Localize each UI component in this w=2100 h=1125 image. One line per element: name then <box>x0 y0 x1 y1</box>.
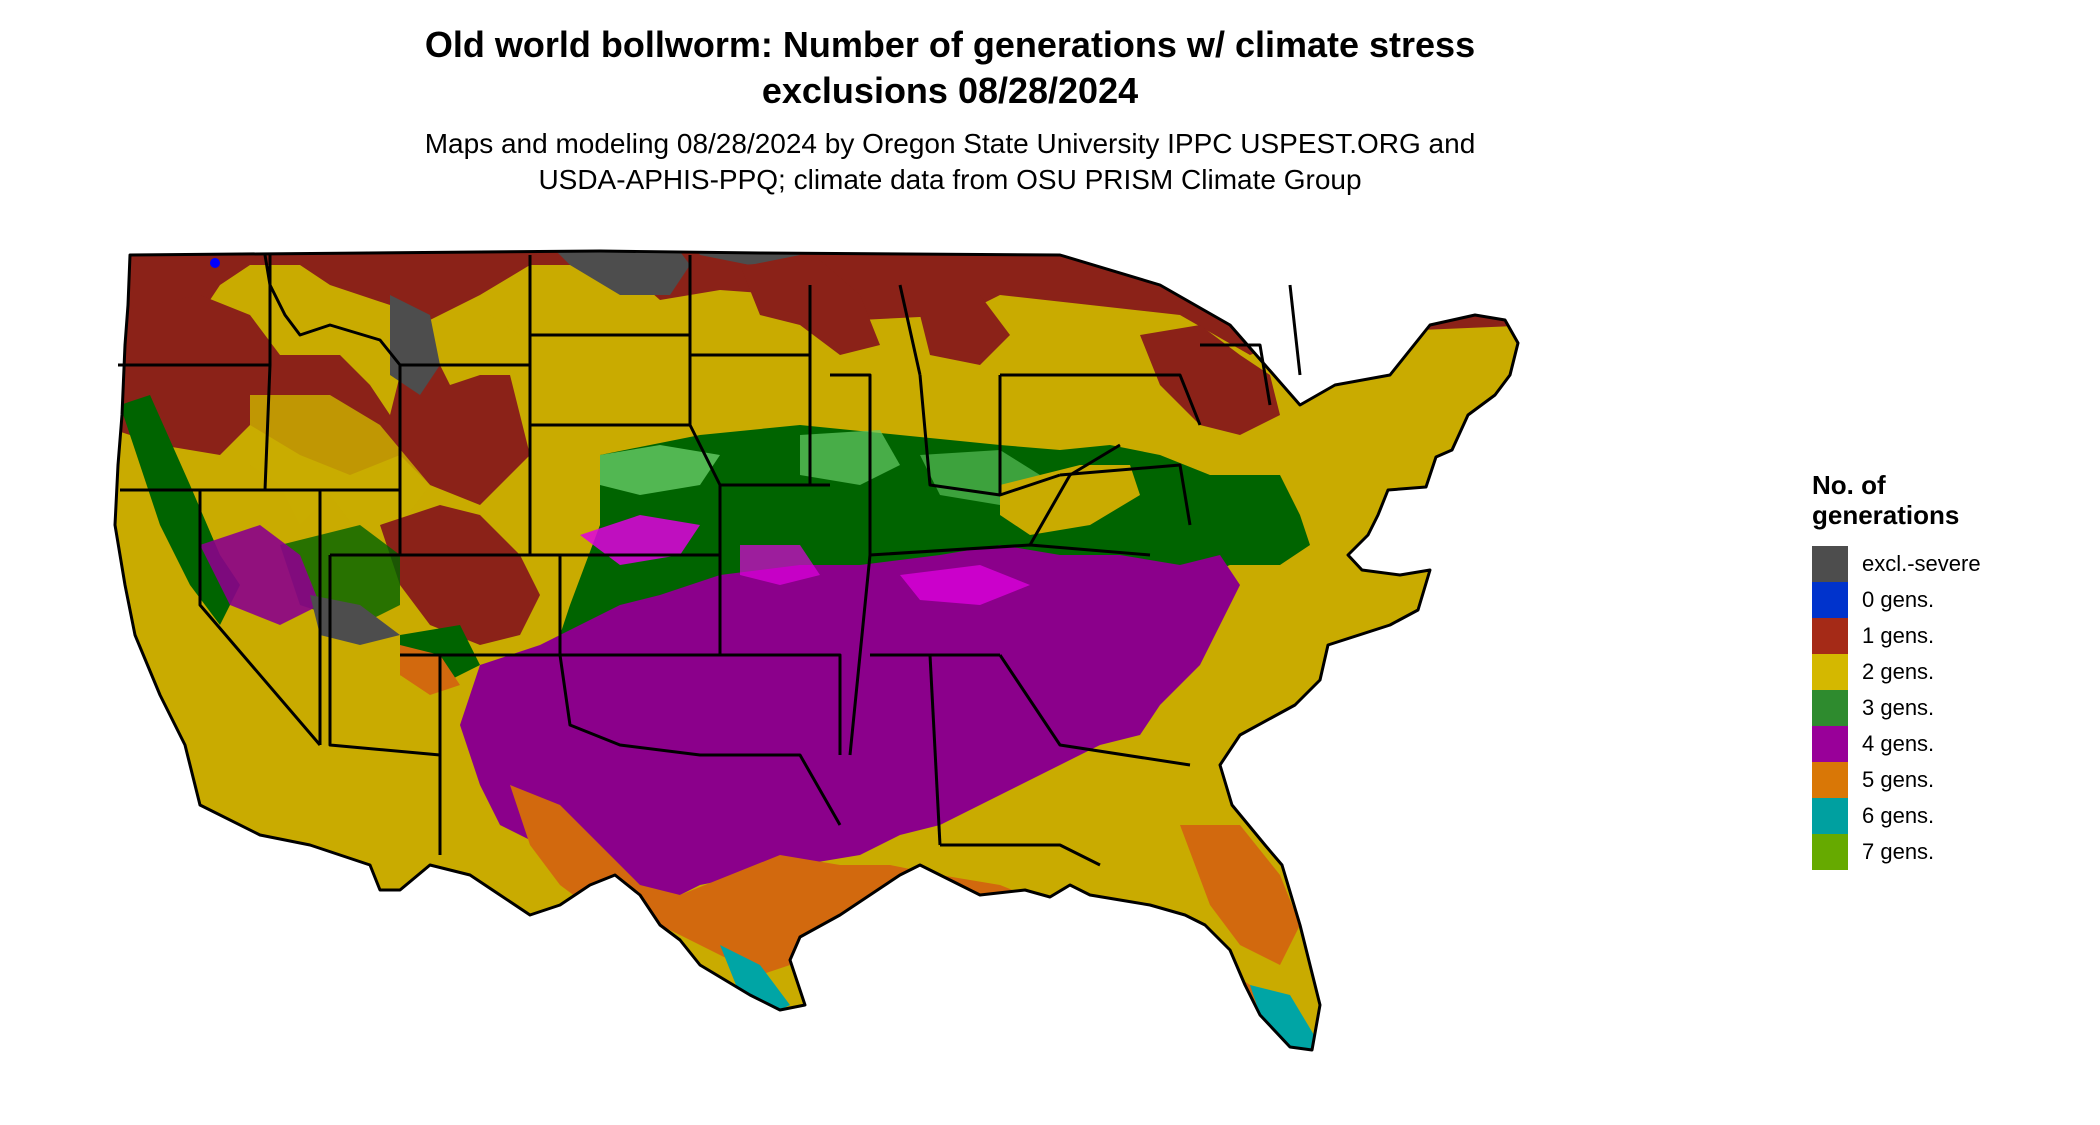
boundary-pa-md <box>1059 463 1192 526</box>
legend-item: 6 gens. <box>1812 798 2072 834</box>
map-header: Old world bollworm: Number of generation… <box>0 22 2100 222</box>
legend-swatch <box>1812 762 1848 798</box>
map-title-line-1: Old world bollworm: Number of generation… <box>424 24 1476 65</box>
zone-1-gen-michigan <box>920 295 1010 365</box>
legend-item: 7 gens. <box>1812 834 2072 870</box>
boundary-in-oh <box>918 374 1001 497</box>
boundary-az-nm <box>328 555 441 757</box>
legend-label: 6 gens. <box>1862 803 1935 828</box>
legend-swatch <box>1812 654 1848 690</box>
generation-zones <box>115 251 1518 1050</box>
boundary-oh-pa <box>998 375 1061 497</box>
legend-label: excl.-severe <box>1862 551 1981 576</box>
legend-swatch <box>1812 834 1848 870</box>
boundary-mi-wi <box>898 284 922 376</box>
zone-3-gens-california <box>120 395 240 625</box>
boundary-ar <box>720 653 842 755</box>
boundary-ms <box>848 554 872 756</box>
legend-swatch <box>1812 618 1848 654</box>
zone-2-gens-idaho <box>430 315 520 385</box>
legend-swatch <box>1812 690 1848 726</box>
boundary-id-or <box>263 364 272 491</box>
map-canvas <box>113 249 1520 1052</box>
boundary-pa-ny <box>1000 373 1202 426</box>
legend-item: 0 gens. <box>1812 582 2072 618</box>
legend-item: 3 gens. <box>1812 690 2072 726</box>
zone-1-gen-rockies <box>380 505 540 645</box>
boundary-fl-north <box>940 843 1101 867</box>
legend-title-line-1: No. of <box>1812 470 1886 500</box>
zone-1-gen-northeast <box>1140 325 1280 435</box>
zone-2-gens-great-basin <box>250 395 430 535</box>
legend-label: 1 gens. <box>1862 623 1935 648</box>
map-subtitle-line-2: USDA-APHIS-PPQ; climate data from OSU PR… <box>538 164 1362 195</box>
zone-excl-north-dakota <box>530 251 690 295</box>
zone-5-gens-florida <box>1180 825 1300 965</box>
zone-4-gens-light-oklahoma <box>580 515 700 565</box>
zone-4-gens-south <box>460 545 1240 915</box>
boundary-ok-tx <box>558 654 740 757</box>
zone-6-gens-south-florida <box>1250 985 1320 1050</box>
map-legend: No. of generations excl.-severe 0 gens. 1 … <box>1812 470 2072 890</box>
us-generations-map <box>100 225 1780 1125</box>
zone-excl-minnesota <box>680 251 800 265</box>
boundary-il-in <box>830 373 872 555</box>
boundary-new-england <box>1200 343 1272 406</box>
legend-label: 3 gens. <box>1862 695 1935 720</box>
zone-3-gens-light-illinois <box>800 430 900 485</box>
zone-6-gens-south-texas <box>720 945 790 1015</box>
legend-swatch <box>1812 798 1848 834</box>
legend-title-line-2: generations <box>1812 500 1960 530</box>
map-subtitle-line-1: Maps and modeling 08/28/2024 by Oregon S… <box>424 128 1476 159</box>
legend-title: No. of generations <box>1812 470 2072 530</box>
zone-4-gens-desert-southwest <box>200 525 320 625</box>
zone-4-gens-light-georgia <box>900 565 1030 605</box>
legend-label: 0 gens. <box>1862 587 1935 612</box>
legend-label: 4 gens. <box>1862 731 1935 756</box>
zone-0-gens-cascades <box>192 251 208 253</box>
legend-item: excl.-severe <box>1812 546 2072 582</box>
legend-item: 2 gens. <box>1812 654 2072 690</box>
zone-excl-wyoming <box>390 295 440 395</box>
zone-3-gens-light-west <box>600 445 720 495</box>
zone-0-gens-cascades-2 <box>210 258 220 268</box>
zone-2-gens-montana <box>540 315 600 385</box>
zone-4-gens-light-arkansas <box>740 545 820 585</box>
boundary-nh-me <box>1288 284 1302 376</box>
state-boundaries <box>113 249 1520 1052</box>
legend-item: 4 gens. <box>1812 726 2072 762</box>
legend-label: 5 gens. <box>1862 767 1935 792</box>
legend-label: 7 gens. <box>1862 839 1935 864</box>
legend-swatch <box>1812 546 1848 582</box>
zone-5-gens-gulf <box>510 785 1320 1050</box>
legend-item: 1 gens. <box>1812 618 2072 654</box>
legend-swatch <box>1812 726 1848 762</box>
boundary-ga-sc <box>998 654 1191 767</box>
zone-excl-arizona <box>310 595 400 645</box>
zone-5-gens-arizona <box>400 645 460 695</box>
boundary-id-mt <box>263 254 402 366</box>
legend-item: 5 gens. <box>1812 762 2072 798</box>
map-title-line-2: exclusions 08/28/2024 <box>761 70 1139 111</box>
boundary-ca-nv <box>198 490 322 746</box>
boundary-la <box>740 753 842 826</box>
boundary-al-ga <box>928 654 942 846</box>
legend-swatch <box>1812 582 1848 618</box>
legend-label: 2 gens. <box>1862 659 1935 684</box>
